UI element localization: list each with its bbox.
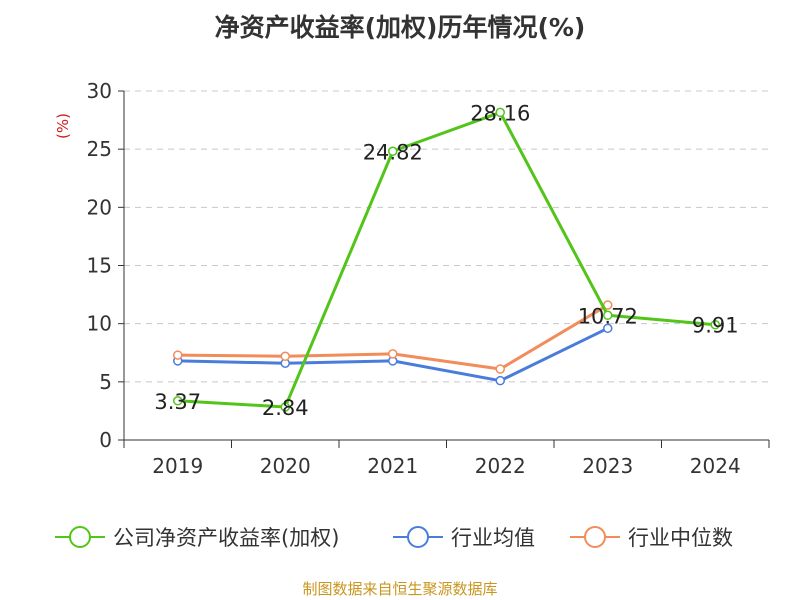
y-tick-label: 10 (87, 312, 112, 336)
data-label: 10.72 (578, 304, 638, 328)
data-point (495, 375, 505, 386)
x-tick-label: 2022 (475, 454, 526, 478)
data-point (603, 310, 613, 321)
x-tick-label: 2023 (582, 454, 633, 478)
legend-label: 行业中位数 (628, 526, 733, 550)
legend-label: 公司净资产收益率(加权) (113, 526, 339, 550)
legend-swatch-marker (407, 526, 429, 548)
data-label: 9.91 (692, 314, 739, 338)
data-label: 3.37 (154, 390, 201, 414)
x-tick-label: 2024 (690, 454, 741, 478)
x-tick-label: 2021 (367, 454, 418, 478)
chart-title: 净资产收益率(加权)历年情况(%) (214, 13, 586, 42)
legend-swatch-marker (584, 526, 606, 548)
x-tick-label: 2020 (260, 454, 311, 478)
y-tick-label: 20 (87, 195, 112, 219)
data-point (495, 107, 505, 118)
legend-label: 行业均值 (451, 526, 535, 550)
data-label: 2.84 (262, 396, 309, 420)
y-axis-label: (%) (54, 113, 72, 139)
data-label: 24.82 (363, 140, 423, 164)
y-tick-label: 0 (99, 428, 112, 452)
y-tick-label: 5 (99, 370, 112, 394)
data-point (603, 323, 613, 334)
data-point (280, 402, 290, 412)
data-point (710, 319, 720, 330)
y-tick-label: 30 (87, 79, 112, 103)
x-tick-label: 2019 (152, 454, 203, 478)
data-point (173, 350, 183, 360)
data-point (280, 351, 290, 361)
data-point (173, 396, 183, 406)
legend-swatch-marker (69, 526, 91, 548)
series-line (176, 110, 717, 409)
data-point (495, 364, 505, 374)
data-point (388, 146, 398, 157)
data-point (388, 349, 398, 359)
source-note: 制图数据来自恒生聚源数据库 (302, 580, 498, 598)
data-label: 28.16 (470, 101, 530, 125)
y-tick-label: 25 (87, 137, 112, 161)
y-tick-label: 15 (87, 254, 112, 278)
